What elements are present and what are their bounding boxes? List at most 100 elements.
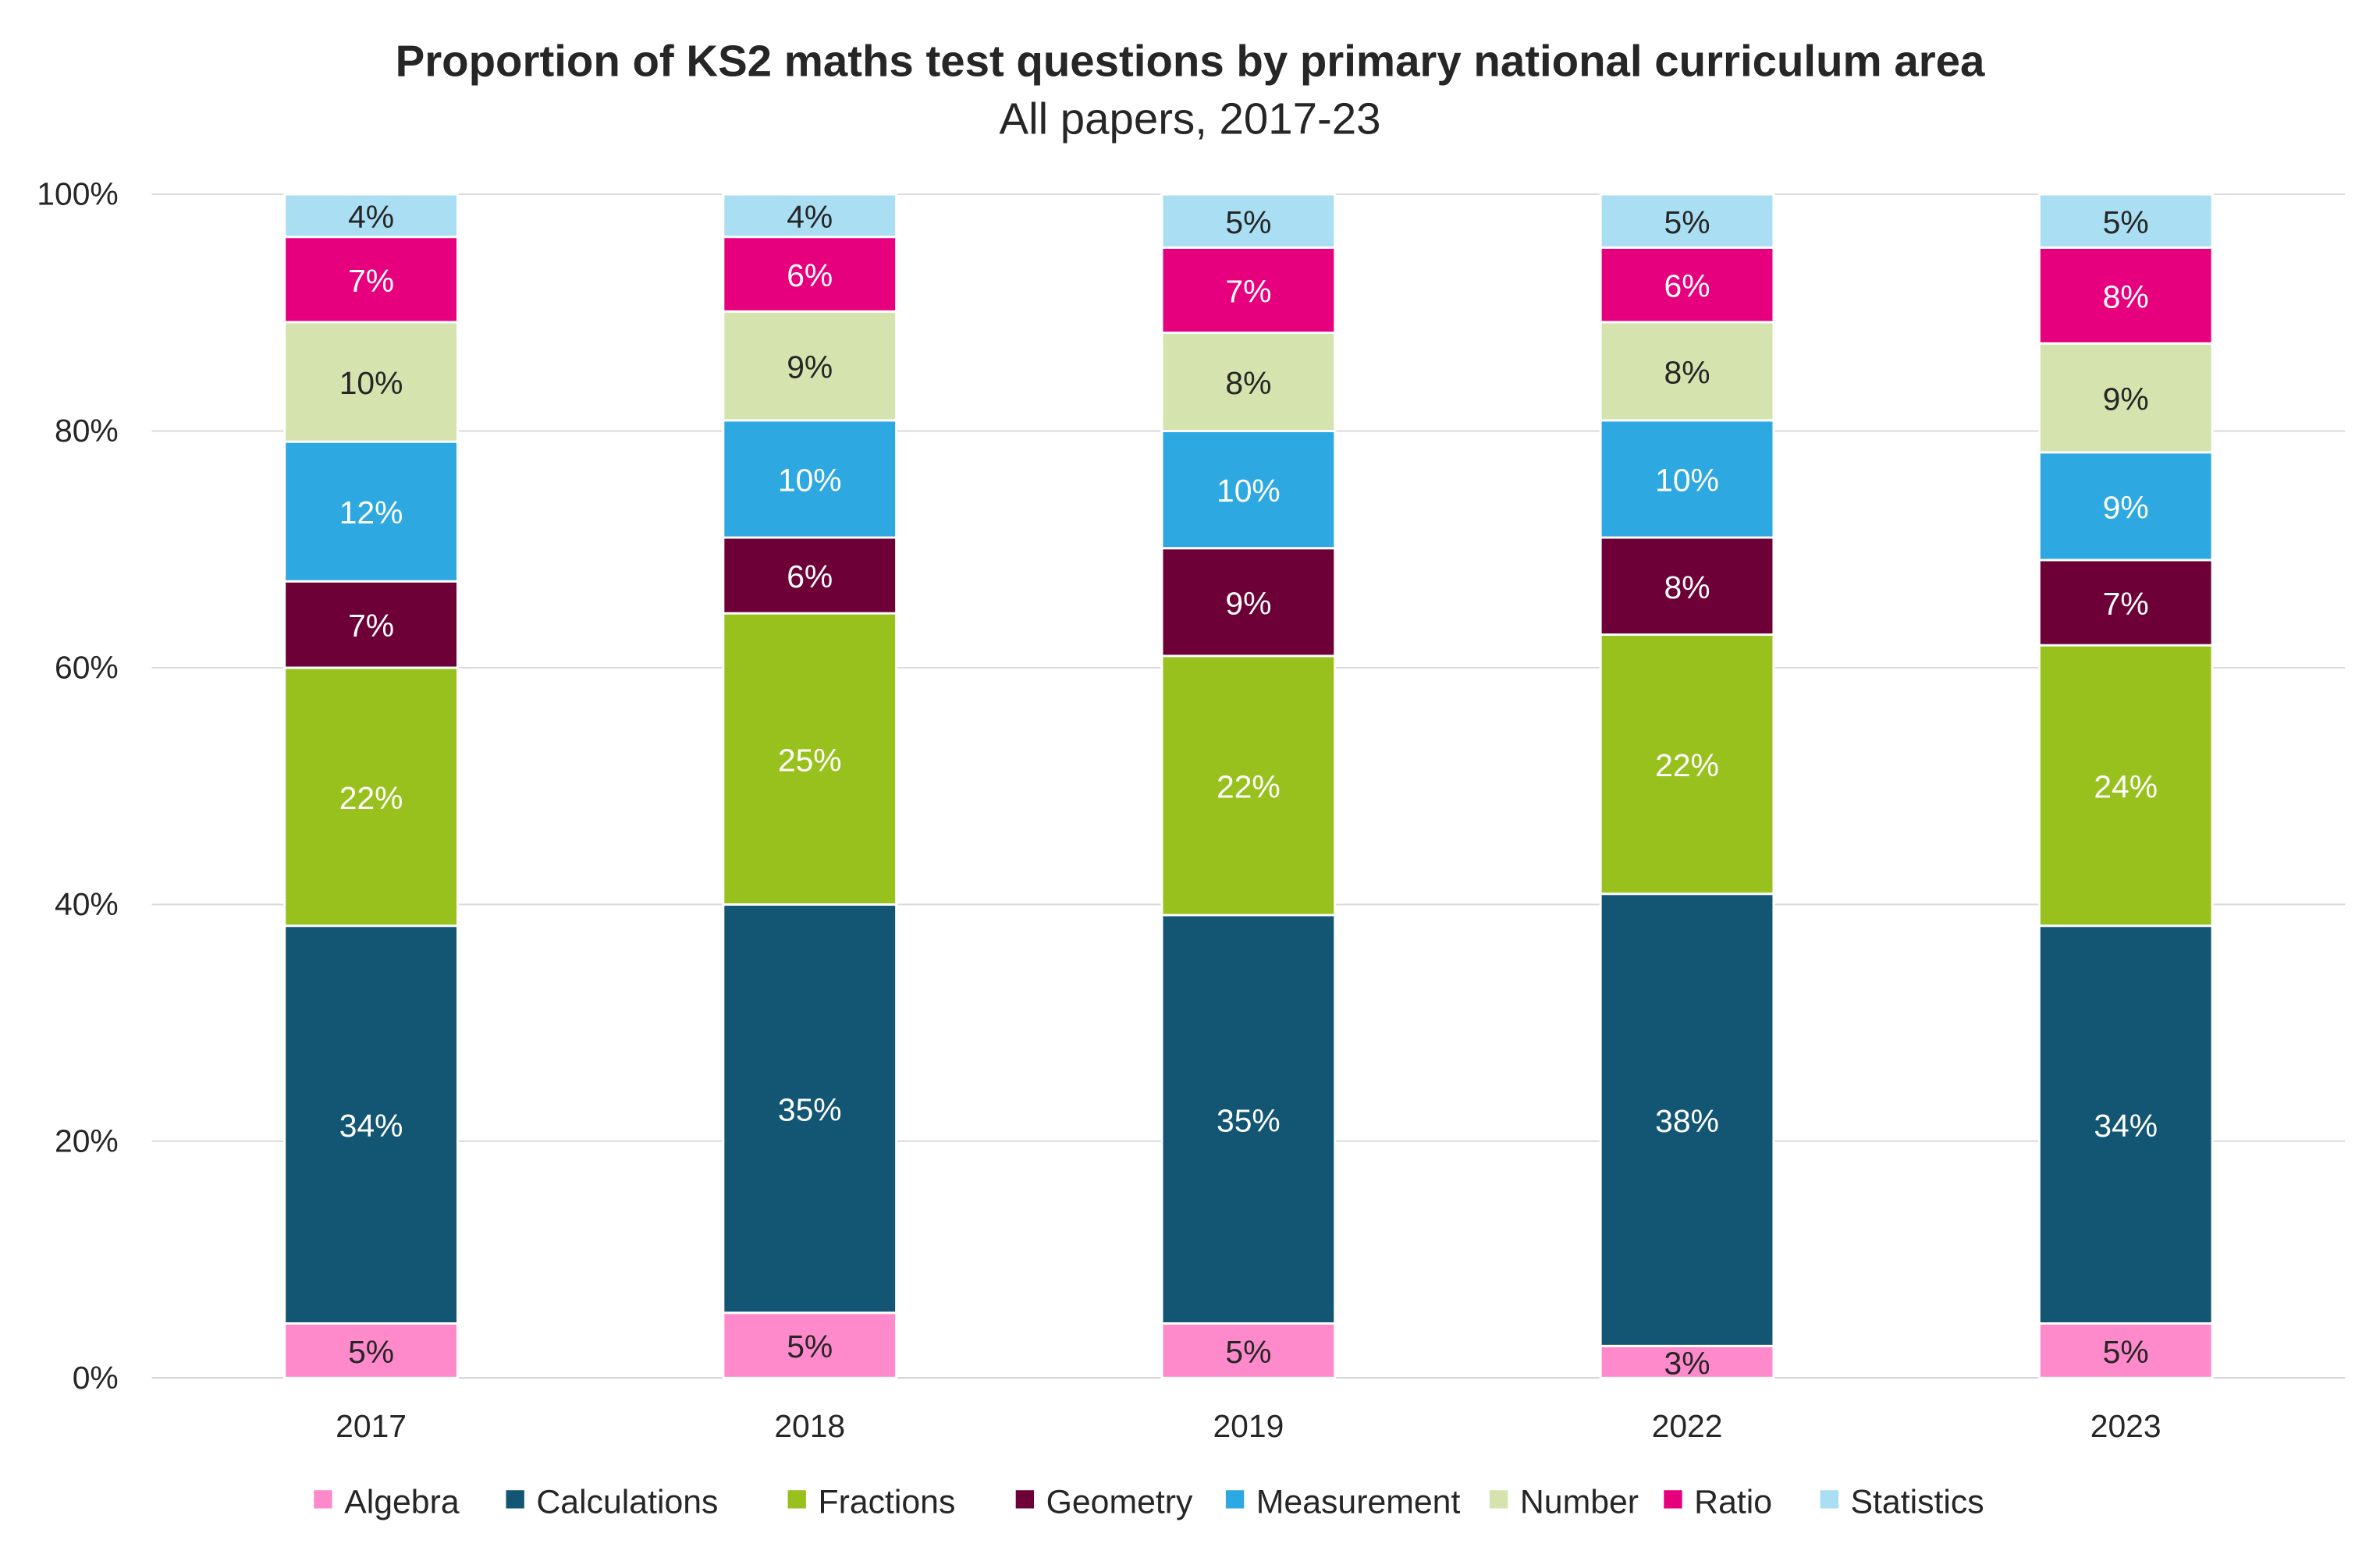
data-label: 4% — [787, 199, 833, 235]
bar-segment-calculations — [722, 903, 898, 1315]
y-tick-label: 40% — [55, 886, 119, 922]
bar-segment-fractions — [2037, 644, 2214, 928]
data-label: 8% — [1225, 365, 1271, 401]
bar-segment-statistics — [283, 193, 459, 239]
bar-segment-statistics — [2037, 193, 2214, 249]
x-axis-ticks: 2017 2018 2019 2022 2023 — [336, 1408, 2161, 1444]
bar-segment-measurement — [1599, 419, 1775, 539]
legend-swatch-ratio — [1664, 1490, 1682, 1509]
data-label: 24% — [2094, 768, 2158, 804]
bar-segment-fractions — [1599, 633, 1775, 896]
bar-segment-ratio — [1599, 246, 1775, 324]
data-label: 5% — [2103, 204, 2149, 240]
legend-label: Number — [1520, 1483, 1639, 1520]
data-label: 5% — [1664, 204, 1710, 240]
data-label: 35% — [1217, 1102, 1281, 1138]
bar-segment-statistics — [1160, 193, 1337, 249]
chart-title: Proportion of KS2 maths test questions b… — [396, 36, 1985, 85]
bar-segment-fractions — [283, 666, 459, 928]
bar-segment-geometry — [1599, 536, 1775, 636]
x-tick-label: 2022 — [1652, 1408, 1723, 1444]
bar-segment-fractions — [1160, 655, 1337, 917]
data-label: 5% — [348, 1334, 394, 1370]
y-tick-label: 20% — [55, 1123, 119, 1158]
legend-label: Statistics — [1851, 1483, 1984, 1520]
data-label: 5% — [1225, 1334, 1271, 1370]
data-label: 5% — [1225, 204, 1271, 240]
data-label: 7% — [2103, 586, 2149, 622]
x-tick-label: 2023 — [2090, 1408, 2162, 1444]
bar-segment-calculations — [1599, 892, 1775, 1347]
data-label: 34% — [2094, 1108, 2158, 1144]
legend-swatch-measurement — [1225, 1490, 1245, 1509]
legend-label: Geometry — [1046, 1483, 1193, 1520]
bar-segment-ratio — [2037, 246, 2214, 345]
bar-segment-calculations — [283, 924, 459, 1325]
legend-swatch-statistics — [1820, 1490, 1838, 1509]
data-label: 3% — [1664, 1345, 1710, 1381]
bar-segment-statistics — [722, 193, 898, 239]
legend-swatch-fractions — [787, 1490, 806, 1509]
data-label: 7% — [348, 608, 394, 644]
data-label: 10% — [339, 365, 403, 401]
bar-segment-measurement — [2037, 451, 2214, 562]
data-label: 38% — [1655, 1103, 1719, 1139]
bar-segment-algebra — [283, 1322, 459, 1379]
data-label: 8% — [1664, 569, 1710, 605]
data-label: 6% — [1664, 268, 1710, 304]
bar-segment-calculations — [2037, 924, 2214, 1325]
legend-swatch-calculations — [506, 1490, 524, 1509]
bar-segment-fractions — [722, 612, 898, 906]
data-label: 4% — [348, 199, 394, 235]
data-label: 9% — [2103, 489, 2149, 525]
bar-segment-algebra — [1599, 1344, 1775, 1379]
bar-segment-number — [722, 310, 898, 422]
data-label: 8% — [2103, 279, 2149, 314]
data-label: 35% — [778, 1092, 842, 1128]
bar-segment-ratio — [722, 236, 898, 313]
data-label: 6% — [787, 559, 833, 594]
legend: Algebra Calculations Fractions Geometry Meas… — [314, 1483, 1984, 1520]
x-tick-label: 2017 — [336, 1408, 407, 1444]
legend-label: Algebra — [344, 1483, 460, 1520]
data-label: 7% — [1225, 274, 1271, 310]
data-label: 9% — [787, 349, 833, 385]
data-label: 9% — [2103, 381, 2149, 417]
data-label: 9% — [1225, 585, 1271, 621]
y-axis-ticks: 0% 20% 40% 60% 80% 100% — [37, 176, 118, 1396]
legend-label: Measurement — [1256, 1483, 1461, 1520]
bar-segment-number — [283, 321, 459, 443]
bar-segment-ratio — [283, 236, 459, 324]
data-label: 10% — [1217, 473, 1281, 509]
bars: 5% 34% 22% 7% 12% 10% 7% 4% 5% 35% 25% 6% 10% 9% 6% 4% 5… — [283, 193, 2214, 1381]
y-tick-label: 60% — [55, 650, 119, 686]
data-label: 22% — [1217, 768, 1281, 804]
bar-segment-number — [1599, 321, 1775, 422]
legend-label: Fractions — [818, 1483, 955, 1520]
data-label: 7% — [348, 263, 394, 299]
legend-label: Calculations — [536, 1483, 718, 1520]
data-label: 22% — [1655, 747, 1719, 783]
data-label: 25% — [778, 742, 842, 778]
y-tick-label: 100% — [37, 176, 118, 212]
data-label: 12% — [339, 495, 403, 530]
y-tick-label: 80% — [55, 413, 119, 449]
legend-label: Ratio — [1694, 1483, 1772, 1520]
data-label: 6% — [787, 257, 833, 293]
legend-swatch-geometry — [1015, 1490, 1035, 1509]
data-label: 5% — [787, 1329, 833, 1364]
bar-segment-number — [2037, 342, 2214, 454]
data-label: 5% — [2103, 1334, 2149, 1370]
legend-swatch-number — [1489, 1490, 1508, 1509]
bar-segment-ratio — [1160, 246, 1337, 335]
data-label: 22% — [339, 780, 403, 816]
data-label: 34% — [339, 1108, 403, 1144]
data-label: 10% — [778, 463, 842, 498]
bar-segment-measurement — [1160, 430, 1337, 550]
bar-segment-measurement — [722, 419, 898, 539]
x-tick-label: 2018 — [774, 1408, 845, 1444]
data-label: 8% — [1664, 354, 1710, 390]
bar-segment-measurement — [283, 440, 459, 583]
bar-segment-geometry — [1160, 547, 1337, 658]
